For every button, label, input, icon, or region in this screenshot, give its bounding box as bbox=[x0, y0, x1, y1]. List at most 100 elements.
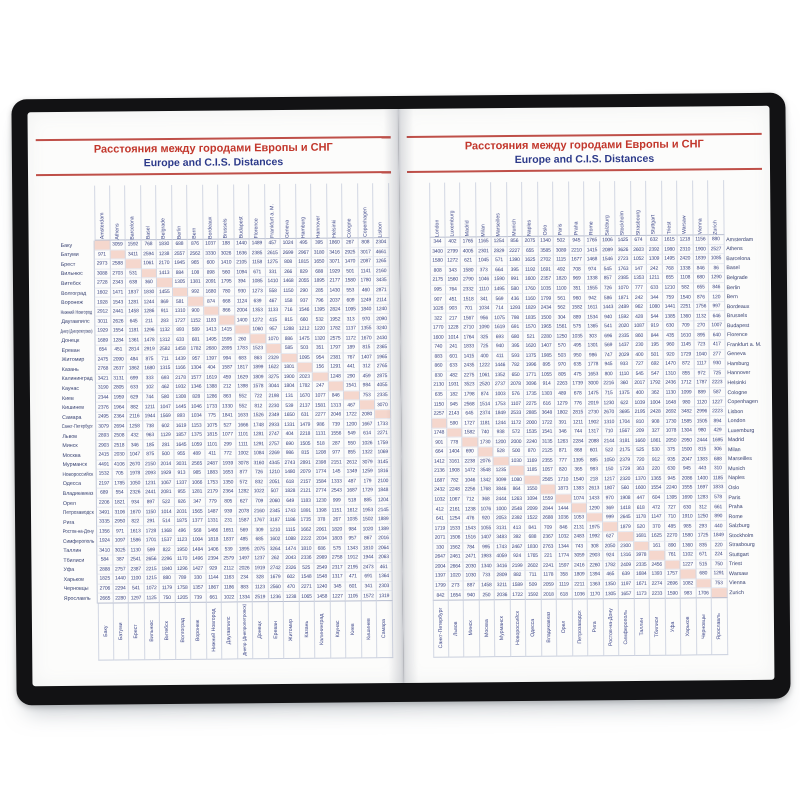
distance-cell: 3135 bbox=[539, 437, 556, 447]
footer-label-cell: Владикавказ bbox=[541, 599, 558, 657]
distance-cell: 983 bbox=[680, 588, 697, 599]
distance-cell: 1047 bbox=[158, 402, 174, 412]
row-label-cell: Витебск bbox=[58, 278, 96, 289]
distance-cell: 514 bbox=[159, 516, 175, 527]
distance-cell: 1097 bbox=[112, 536, 129, 547]
distance-cell: 2703 bbox=[110, 269, 126, 279]
distance-cell: 1301 bbox=[585, 341, 602, 351]
distance-cell: 940 bbox=[463, 590, 480, 601]
row-label-cell: Oslo bbox=[726, 483, 770, 493]
row-label-cell: Copenhagen bbox=[725, 397, 769, 407]
distance-cell: 1475 bbox=[585, 389, 602, 399]
distance-cell: 3416 bbox=[327, 248, 343, 258]
distance-cell: 940 bbox=[492, 342, 509, 352]
distance-cell: 2004 bbox=[234, 306, 251, 316]
distance-cell: 1217 bbox=[602, 474, 618, 485]
distance-cell: 2989 bbox=[314, 553, 330, 564]
distance-cell: 2875 bbox=[374, 371, 391, 382]
distance-cell: 2093 bbox=[143, 469, 159, 479]
diagonal-cell bbox=[664, 560, 681, 570]
distance-cell: 2256 bbox=[462, 485, 479, 496]
distance-cell: 740 bbox=[477, 428, 494, 438]
distance-cell: 822 bbox=[128, 517, 144, 527]
distance-cell: 1254 bbox=[491, 237, 508, 247]
distance-cell: 2088 bbox=[586, 436, 602, 447]
distance-cell: 1799 bbox=[432, 581, 449, 591]
distance-cell: 1590 bbox=[665, 588, 681, 599]
distance-cell: 1687 bbox=[431, 476, 448, 486]
distance-cell: 1645 bbox=[173, 440, 190, 451]
distance-cell: 495 bbox=[296, 238, 312, 249]
distance-cell: 1110 bbox=[476, 284, 493, 295]
column-header-cell: Stuttgart bbox=[646, 180, 663, 236]
distance-cell: 344 bbox=[647, 292, 663, 303]
distance-cell: 2280 bbox=[538, 332, 555, 342]
distance-cell: 1729 bbox=[617, 465, 634, 475]
distance-cell: 935 bbox=[664, 455, 680, 465]
footer-label: Ереван bbox=[272, 621, 279, 639]
distance-cell: 1357 bbox=[190, 583, 207, 594]
column-header-label: Marseilles bbox=[495, 212, 502, 237]
column-header-label: Vienna bbox=[697, 218, 704, 235]
column-header-cell: Barcelona bbox=[125, 185, 142, 241]
row-label-cell: Florence bbox=[725, 330, 769, 340]
distance-cell: 1100 bbox=[554, 284, 570, 294]
row-label-cell: Zurich bbox=[727, 588, 771, 598]
distance-cell: 1939 bbox=[220, 459, 237, 469]
distance-cell: 1950 bbox=[174, 545, 191, 556]
distance-cell: 3482 bbox=[679, 407, 695, 417]
distance-cell: 1802 bbox=[555, 408, 571, 419]
distance-cell: 1763 bbox=[615, 264, 632, 275]
distance-cell: 705 bbox=[112, 469, 128, 480]
distance-cell: 234 bbox=[237, 573, 253, 584]
distance-cell: 2757 bbox=[266, 439, 283, 450]
footer-label: Мурманск bbox=[499, 615, 506, 640]
distance-cell: 1286 bbox=[204, 392, 221, 403]
distance-cell: 2696 bbox=[665, 579, 681, 589]
distance-cell: 507 bbox=[267, 487, 283, 497]
distance-cell: 1160 bbox=[523, 294, 539, 304]
distance-cell: 2004 bbox=[432, 562, 449, 572]
row-label: Triest bbox=[728, 561, 743, 568]
distance-cell: 2143 bbox=[446, 409, 463, 419]
distance-cell: 1468 bbox=[280, 277, 297, 287]
distance-cell: 495 bbox=[570, 341, 586, 352]
distance-cell: 2805 bbox=[111, 383, 127, 394]
distance-cell: 1014 bbox=[158, 507, 175, 517]
distance-cell: 1004 bbox=[648, 398, 664, 408]
distance-cell: 1129 bbox=[158, 430, 174, 441]
distance-cell: 475 bbox=[570, 370, 586, 380]
distance-cell: 1768 bbox=[478, 485, 494, 496]
distance-cell: 539 bbox=[221, 544, 237, 555]
diagonal-cell bbox=[680, 569, 697, 580]
footer-label: Воронеж bbox=[195, 619, 202, 642]
distance-cell: 1592 bbox=[125, 240, 142, 250]
distance-cell: 4106 bbox=[112, 459, 128, 470]
distance-cell: 1150 bbox=[143, 507, 160, 518]
distance-cell: 489 bbox=[189, 449, 206, 460]
distance-cell: 1662 bbox=[298, 525, 315, 535]
distance-cell: 2063 bbox=[376, 553, 392, 563]
distance-cell: 1560 bbox=[445, 275, 462, 286]
distance-cell: 1815 bbox=[296, 257, 312, 268]
distance-cell: 3059 bbox=[110, 240, 126, 251]
distance-cell: 778 bbox=[446, 437, 463, 448]
footer-label: Черновцы bbox=[700, 613, 707, 639]
footer-label-cell: Уфа bbox=[665, 598, 682, 656]
distance-cell: 4059 bbox=[494, 552, 510, 562]
distance-cell: 911 bbox=[157, 306, 173, 317]
distance-cell: 782 bbox=[508, 361, 524, 371]
distance-cell: 883 bbox=[430, 352, 447, 362]
distance-cell: 874 bbox=[203, 296, 220, 307]
distance-cell: 661 bbox=[206, 592, 222, 603]
distance-cell: 2130 bbox=[430, 380, 447, 391]
distance-cell: 1288 bbox=[281, 324, 297, 335]
distance-cell: 1035 bbox=[345, 515, 361, 525]
distance-cell: 528 bbox=[493, 447, 510, 457]
title-english: Europe and C.I.S. Distances bbox=[514, 152, 655, 166]
distance-cell: 1296 bbox=[141, 326, 158, 336]
distance-cell: 1629 bbox=[235, 372, 251, 383]
column-header-cell: Hamburg bbox=[295, 183, 312, 239]
distance-cell: 971 bbox=[112, 526, 129, 537]
distance-cell: 1782 bbox=[327, 324, 344, 335]
